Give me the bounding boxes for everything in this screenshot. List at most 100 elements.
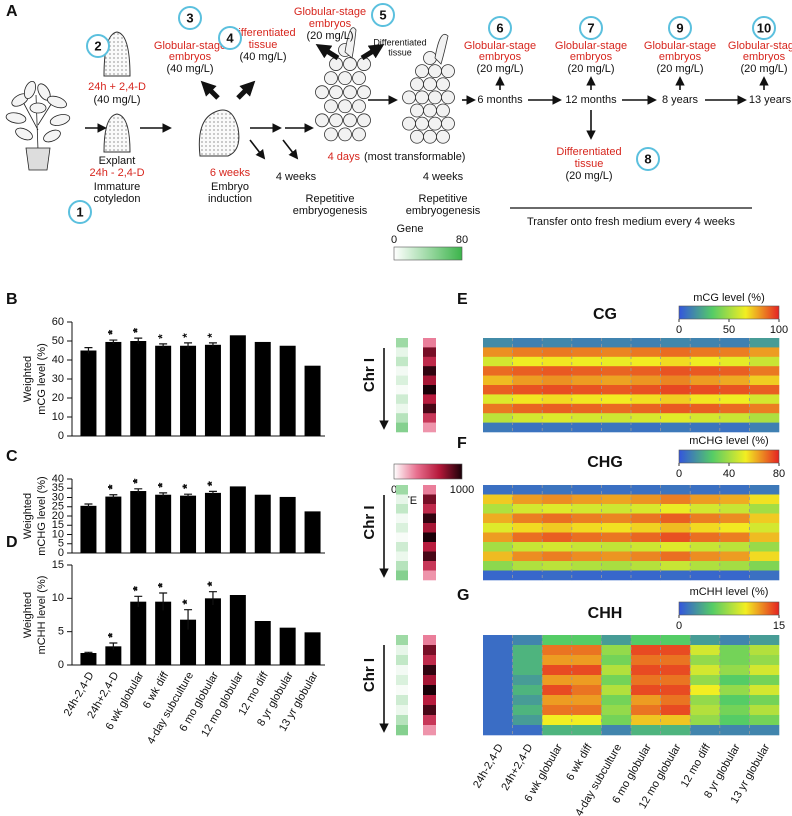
heatmap-cell [512,347,543,358]
diagram-label: (40 mg/L) [239,51,286,63]
step-circle [752,16,776,40]
heatmap-cell [601,366,632,376]
embryo [428,64,442,79]
step-circle [579,16,603,40]
gene-density [396,715,408,726]
te-density [423,413,436,423]
bar [180,495,197,553]
heatmap-cell [690,338,721,348]
heatmap-cell [483,685,513,696]
diagram-label: (40 mg/L) [93,94,140,106]
bar [80,350,97,436]
embryo [315,113,329,128]
heatmap-cell [571,347,602,358]
bar [180,619,197,665]
heatmap-cell [719,523,750,533]
colorbar [678,449,780,464]
colorbar-label: mCHG level (%) [689,435,768,447]
heatmap-cell [719,561,750,571]
heatmap-cell [601,375,632,386]
y-tick-label: 10 [52,411,64,423]
heatmap-cell [719,655,750,666]
step-number: 6 [496,20,503,35]
bold-arrow [236,80,256,100]
gene-legend-bar [393,246,463,261]
bar [130,491,147,553]
y-axis-label: mCG level (%) [36,343,48,415]
embryo [329,85,343,100]
embryo [436,103,450,118]
heatmap-cell [749,685,780,696]
heatmap-cell [660,523,691,533]
heatmap-cell [483,695,513,706]
heatmap-cell [749,338,780,348]
heatmap-cell [631,715,661,726]
heatmap-cell [571,356,602,367]
heatmap-cell [631,385,661,395]
bar [80,653,97,665]
heatmap-cell [512,485,543,495]
embryo-induction-icon [198,109,240,157]
bar [279,496,296,553]
embryo [415,90,429,105]
heatmap-cell [601,485,632,495]
diagram-label: embryogenesis [293,205,368,217]
heatmap-cell [690,570,721,581]
gene-density [396,356,408,367]
heatmap-cell [542,570,573,581]
heatmap-cell [749,523,780,533]
heatmap-cell [542,655,573,666]
heatmap-cell [601,513,632,524]
heatmap-cell [719,715,750,726]
diagram-label: 12 months [565,94,617,106]
colorbar-tick-label: 40 [723,468,735,480]
heatmap-cell [571,635,602,646]
significance-mark: * [155,334,169,339]
error-bar [134,337,143,344]
heatmap-cell [542,523,573,533]
significance-mark: ** [130,478,144,484]
heatmap-cell [601,570,632,581]
diagram-label: (40 mg/L) [166,63,213,75]
heatmap-cell [631,413,661,423]
heatmap-cell [719,570,750,581]
heatmap-cell [483,551,513,562]
diagram-label: (20 mg/L) [567,63,614,75]
heatmap-cell [601,523,632,533]
heatmap-cell [512,635,543,646]
significance-mark: * [180,333,194,338]
heatmap-cell [690,655,721,666]
heatmap-cell [660,725,691,736]
heatmap-cell [719,422,750,433]
embryo [338,127,352,142]
heatmap-cell [660,385,691,395]
heatmap-cell [483,523,513,533]
significance-mark: ** [106,484,120,490]
significance-mark: ** [155,482,169,488]
diagram-label: tissue [388,47,412,57]
heatmap-cell [660,504,691,514]
heatmap-cell [719,675,750,686]
heatmap-cell [512,685,543,696]
gene-density [396,695,408,706]
heatmap-cell [571,403,602,414]
heatmap-cell [660,532,691,543]
error-bar [184,342,193,349]
heatmap-cell [660,665,691,676]
diagram-label: Globular-stage [644,40,716,52]
heatmap-cell [631,375,661,386]
diagram-label: Globular-stage [294,6,366,18]
heatmap-cell [660,695,691,706]
heatmap-cell [571,705,602,716]
heatmap-cell [512,542,543,552]
te-density [423,665,436,676]
heatmap-cell [542,394,573,405]
heatmap-cell [660,715,691,726]
step-number: 7 [587,20,594,35]
panel-label: B [6,291,18,308]
heatmap-cell [512,532,543,543]
diagram-label: induction [208,193,252,205]
heatmap-cell [690,347,721,358]
bar [229,486,246,553]
heatmap-cell [690,665,721,676]
